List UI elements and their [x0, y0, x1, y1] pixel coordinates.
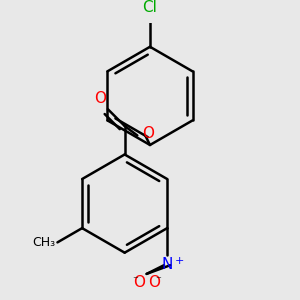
Text: Cl: Cl — [142, 0, 158, 15]
Text: O: O — [133, 275, 145, 290]
Text: O: O — [148, 275, 160, 290]
Text: +: + — [175, 256, 184, 266]
Text: N: N — [161, 256, 173, 272]
Text: ⁻: ⁻ — [155, 275, 161, 285]
Text: O: O — [94, 91, 106, 106]
Text: O: O — [142, 126, 154, 141]
Text: CH₃: CH₃ — [33, 236, 56, 249]
Text: ⁻: ⁻ — [132, 275, 138, 285]
